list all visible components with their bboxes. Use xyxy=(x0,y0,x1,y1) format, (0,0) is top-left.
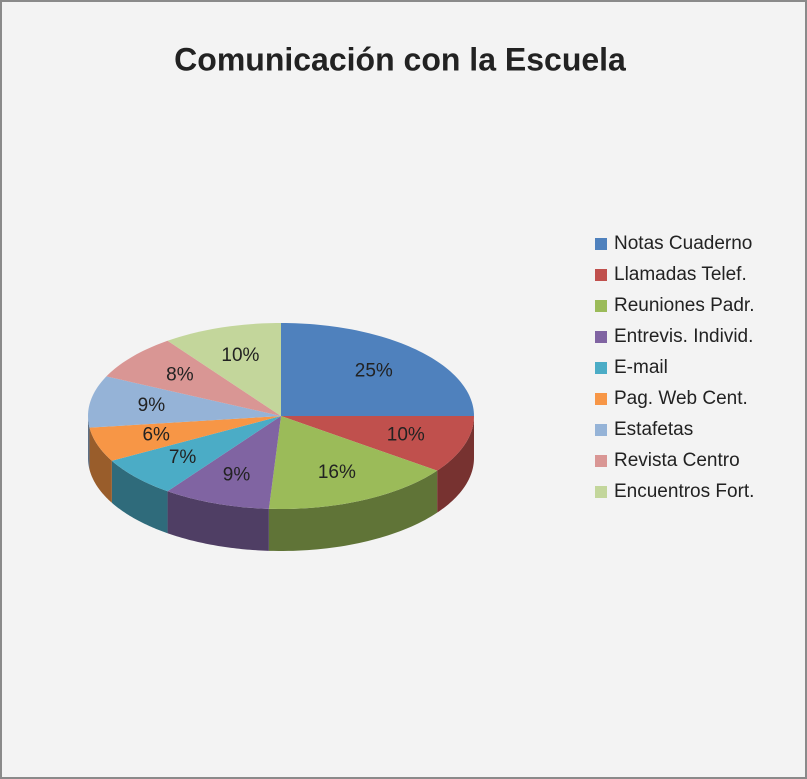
data-label: 10% xyxy=(221,345,259,366)
data-label: 9% xyxy=(223,465,251,486)
chart-title: Comunicación con la Escuela xyxy=(174,41,626,77)
pie-slice-side xyxy=(437,416,474,513)
pie-slice xyxy=(106,340,281,416)
pie-slice xyxy=(281,416,474,471)
legend-swatch xyxy=(595,486,607,498)
legend-label: E-mail xyxy=(614,357,668,378)
legend-swatch xyxy=(595,300,607,312)
pie-slice xyxy=(89,416,281,461)
pie-slice xyxy=(281,323,474,416)
legend-label: Entrevis. Individ. xyxy=(614,326,753,347)
legend-swatch xyxy=(595,362,607,374)
legend-label: Llamadas Telef. xyxy=(614,264,747,285)
data-label: 7% xyxy=(169,447,197,468)
legend-swatch xyxy=(595,393,607,405)
data-label: 9% xyxy=(138,395,166,416)
pie-slice-side xyxy=(167,491,269,551)
pie-slice xyxy=(88,376,281,428)
pie-slice xyxy=(111,416,282,492)
pie-slice-side xyxy=(111,460,168,534)
legend-swatch xyxy=(595,455,607,467)
pie-slice xyxy=(268,416,438,509)
legend-swatch xyxy=(595,238,607,250)
pie-slice-side xyxy=(268,470,438,551)
legend-label: Notas Cuaderno xyxy=(614,233,752,254)
data-label: 16% xyxy=(318,462,356,483)
pie-slice-side xyxy=(88,416,90,470)
legend-label: Estafetas xyxy=(614,419,693,440)
data-label: 8% xyxy=(166,365,194,386)
data-label: 25% xyxy=(355,360,393,381)
pie-slice xyxy=(167,416,281,509)
legend-swatch xyxy=(595,424,607,436)
legend-label: Encuentros Fort. xyxy=(614,481,754,502)
legend-label: Reuniones Padr. xyxy=(614,295,755,316)
pie-slice xyxy=(167,323,281,416)
data-label: 6% xyxy=(142,425,170,446)
legend-label: Revista Centro xyxy=(614,450,740,471)
legend-swatch xyxy=(595,269,607,281)
data-label: 10% xyxy=(387,425,425,446)
pie-slice-side xyxy=(89,427,112,503)
legend-swatch xyxy=(595,331,607,343)
legend-label: Pag. Web Cent. xyxy=(614,388,748,409)
